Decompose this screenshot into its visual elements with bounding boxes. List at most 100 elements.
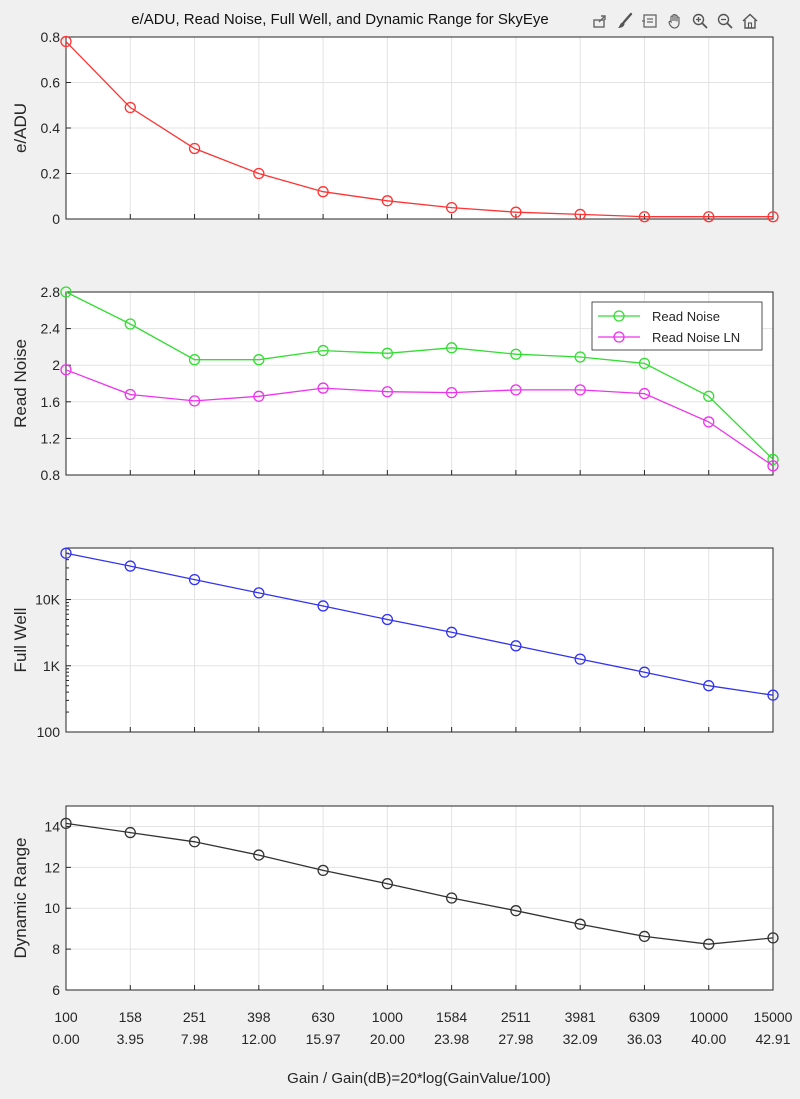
data-point bbox=[510, 640, 522, 652]
x-tick-label-db: 3.95 bbox=[117, 1031, 144, 1047]
data-point bbox=[124, 101, 136, 114]
data-point bbox=[253, 849, 265, 861]
data-point bbox=[124, 318, 136, 330]
data-point bbox=[767, 689, 779, 701]
data-point bbox=[767, 453, 779, 466]
data-point bbox=[317, 600, 329, 612]
data-point bbox=[638, 666, 651, 678]
x-tick-label-gain: 100 bbox=[54, 1009, 78, 1025]
x-axis-label: Gain / Gain(dB)=20*log(GainValue/100) bbox=[287, 1070, 551, 1087]
x-tick-label-db: 23.98 bbox=[434, 1031, 469, 1047]
data-point bbox=[445, 386, 458, 399]
series-line bbox=[65, 552, 774, 696]
x-tick-label-gain: 398 bbox=[247, 1009, 271, 1025]
data-point bbox=[767, 460, 779, 472]
x-tick-label-gain: 2511 bbox=[501, 1009, 531, 1025]
x-tick-label-gain: 10000 bbox=[689, 1009, 728, 1025]
y-tick-label: 2 bbox=[52, 357, 60, 373]
subplot-4: 6 8 10 12 14 Dynamic Range 100 158 251 398 630 1000… bbox=[11, 805, 793, 1047]
axes-box bbox=[65, 547, 774, 733]
series-line bbox=[65, 822, 774, 945]
legend: Read Noise Read Noise LN bbox=[591, 301, 763, 351]
pan-icon[interactable] bbox=[665, 11, 685, 31]
data-point bbox=[317, 382, 329, 394]
x-tick-label-gain: 3981 bbox=[565, 1009, 596, 1025]
y-tick-label: 0.8 bbox=[41, 29, 61, 45]
y-tick-label: 2.4 bbox=[41, 321, 61, 337]
series-line-1 bbox=[60, 35, 779, 223]
data-point bbox=[703, 938, 715, 950]
data-point bbox=[381, 195, 394, 207]
zoom-out-icon[interactable] bbox=[715, 11, 735, 31]
datatip-icon[interactable] bbox=[640, 11, 660, 31]
y-axis-label: e/ADU bbox=[11, 103, 30, 153]
export-icon[interactable] bbox=[590, 11, 610, 31]
x-tick-label-gain: 1584 bbox=[436, 1009, 467, 1025]
data-point bbox=[381, 386, 394, 398]
data-point bbox=[638, 930, 651, 943]
y-tick-label: 1.6 bbox=[41, 394, 61, 410]
data-point bbox=[317, 186, 329, 198]
data-point bbox=[317, 344, 329, 357]
subplot-3: 100 1K 10K Full Well bbox=[11, 547, 779, 740]
plot-area bbox=[66, 806, 773, 990]
series-line-4 bbox=[60, 817, 779, 950]
series-read-noise-ln bbox=[60, 364, 779, 472]
data-point bbox=[188, 836, 201, 848]
y-axis-label: Dynamic Range bbox=[11, 838, 30, 959]
data-point bbox=[510, 206, 522, 218]
x-tick-label-gain: 6309 bbox=[629, 1009, 660, 1025]
series-line-3 bbox=[60, 547, 779, 701]
series-line bbox=[65, 41, 773, 218]
data-point bbox=[124, 560, 136, 572]
y-tick-label: 2.8 bbox=[41, 284, 61, 300]
data-point bbox=[317, 864, 329, 877]
data-point bbox=[638, 387, 651, 400]
series-read-noise bbox=[60, 286, 779, 466]
y-tick-label: 6 bbox=[52, 982, 60, 998]
y-tick-label: 14 bbox=[44, 818, 60, 834]
data-point bbox=[188, 354, 201, 366]
data-point bbox=[574, 384, 586, 396]
data-point bbox=[381, 878, 394, 890]
series-line bbox=[65, 291, 774, 460]
data-point bbox=[60, 364, 72, 376]
x-tick-label-gain: 1000 bbox=[372, 1009, 403, 1025]
x-tick-label-db: 27.98 bbox=[498, 1031, 533, 1047]
x-tick-label-db: 36.03 bbox=[627, 1031, 662, 1047]
x-tick-label-gain: 15000 bbox=[754, 1009, 793, 1025]
axes-box bbox=[65, 291, 774, 476]
data-point bbox=[574, 918, 586, 930]
data-point bbox=[703, 390, 715, 402]
axes-toolbar bbox=[590, 8, 760, 34]
y-tick-label: 10 bbox=[44, 900, 60, 916]
y-tick-label: 1K bbox=[43, 658, 61, 674]
data-point bbox=[445, 892, 458, 904]
y-tick-label: 1.2 bbox=[41, 430, 61, 446]
data-point bbox=[638, 357, 651, 370]
data-point bbox=[381, 347, 394, 359]
series-line bbox=[65, 369, 774, 467]
x-tick-label-gain: 251 bbox=[183, 1009, 207, 1025]
x-tick-label-db: 20.00 bbox=[370, 1031, 405, 1047]
y-tick-label: 10K bbox=[35, 592, 61, 608]
data-point bbox=[188, 573, 201, 586]
data-point bbox=[703, 416, 715, 428]
data-point bbox=[253, 167, 265, 180]
zoom-in-icon[interactable] bbox=[690, 11, 710, 31]
legend-entry: Read Noise bbox=[652, 309, 720, 324]
data-point bbox=[574, 208, 586, 221]
x-tick-label-db: 15.97 bbox=[306, 1031, 341, 1047]
x-tick-label-db: 40.00 bbox=[691, 1031, 726, 1047]
x-tick-label-gain: 158 bbox=[119, 1009, 143, 1025]
home-icon[interactable] bbox=[740, 11, 760, 31]
y-tick-label: 12 bbox=[44, 859, 60, 875]
y-tick-label: 8 bbox=[52, 941, 60, 957]
y-tick-label: 0.6 bbox=[41, 75, 61, 91]
data-point bbox=[445, 342, 458, 354]
data-point bbox=[60, 547, 72, 559]
brush-icon[interactable] bbox=[615, 11, 635, 31]
x-tick-label-db: 12.00 bbox=[241, 1031, 276, 1047]
